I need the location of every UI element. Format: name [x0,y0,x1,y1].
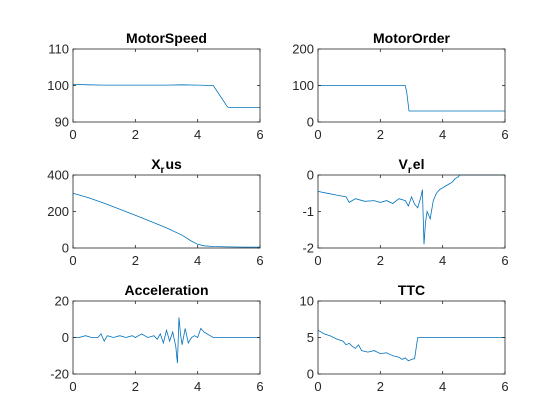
chart-title-main: MotorOrder [373,30,451,46]
subplot-3: 0 2 4 6 0 200 400 Xrus [47,156,263,268]
chart-title: Vrel [399,156,425,176]
x-tick-label: 6 [256,253,263,268]
x-tick-label: 4 [439,379,446,394]
x-tick-label: 0 [314,253,321,268]
subplot-4: 0 2 4 6 -2 -1 0 Vrel [302,156,508,268]
x-tick-label: 4 [194,253,201,268]
series-line [318,85,505,112]
y-tick-label: 10 [300,294,314,309]
subplot-6: 0 2 4 6 0 5 10 TTC [300,282,509,394]
y-tick-label: -2 [302,241,314,256]
y-tick-label: 400 [47,168,69,183]
x-tick-label: 2 [132,379,139,394]
x-tick-label: 0 [314,127,321,142]
x-tick-label: 4 [194,127,201,142]
x-tick-label: 6 [501,253,508,268]
x-tick-label: 0 [69,127,76,142]
y-tick-label: -1 [302,204,314,219]
y-tick-label: 5 [307,330,314,345]
series-line [73,317,260,364]
chart-title-main: X [151,156,161,172]
chart-title-subscript: r [408,165,412,176]
y-tick-label: 0 [62,241,69,256]
x-tick-label: 6 [501,127,508,142]
axes-box [317,174,506,249]
axes-box [72,174,261,249]
y-tick-label: 110 [48,42,69,57]
x-tick-label: 6 [256,379,263,394]
chart-title-suffix: el [413,156,425,172]
y-tick-label: 90 [55,115,69,130]
series-line [72,192,260,248]
series-line [317,329,505,362]
x-tick-label: 2 [377,253,384,268]
y-tick-label: 200 [292,42,314,57]
y-tick-label: 100 [292,78,314,93]
y-tick-label: 0 [307,115,314,130]
x-tick-label: 0 [314,379,321,394]
chart-title-suffix: us [165,156,182,172]
x-tick-label: 4 [439,253,446,268]
chart-title: MotorSpeed [126,30,207,46]
x-tick-label: 4 [439,127,446,142]
y-tick-label: 0 [307,168,314,183]
x-tick-label: 6 [501,379,508,394]
y-tick-label: 100 [47,78,69,93]
x-tick-label: 2 [377,379,384,394]
y-tick-label: 200 [47,204,69,219]
x-tick-label: 4 [194,379,201,394]
y-tick-label: 0 [307,367,314,382]
chart-title: MotorOrder [373,30,451,46]
chart-title-main: V [399,156,409,172]
chart-title: TTC [398,282,425,298]
x-tick-label: 2 [132,253,139,268]
x-tick-label: 0 [69,379,76,394]
x-tick-label: 2 [132,127,139,142]
x-tick-label: 0 [69,253,76,268]
series-line [317,174,505,245]
chart-title-main: MotorSpeed [126,30,207,46]
x-tick-label: 2 [377,127,384,142]
x-tick-label: 6 [256,127,263,142]
chart-title: Acceleration [124,282,208,298]
y-tick-label: -20 [50,367,69,382]
chart-title-main: Acceleration [124,282,208,298]
subplot-2: 0 2 4 6 0 100 200 MotorOrder [292,30,508,142]
subplot-1: 0 2 4 6 90 100 110 MotorSpeed [47,30,263,142]
series-line [72,84,260,108]
chart-title-main: TTC [398,282,425,298]
y-tick-label: 20 [55,294,69,309]
y-tick-label: 0 [62,330,69,345]
chart-title: Xrus [151,156,182,176]
chart-title-subscript: r [161,165,165,176]
